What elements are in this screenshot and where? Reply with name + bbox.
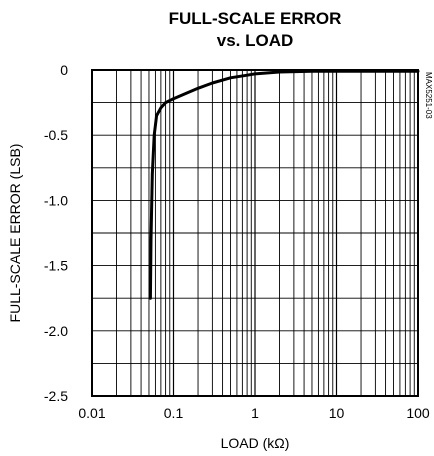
chart-title-line-1: FULL-SCALE ERROR [169,9,342,28]
plot-frame [91,69,419,397]
y-tick-label: 0 [60,62,68,78]
y-tick-label: -0.5 [44,127,68,143]
y-axis-label: FULL-SCALE ERROR (LSB) [7,144,23,323]
x-tick-label: 0.1 [164,405,184,421]
x-tick-label: 10 [329,405,345,421]
y-tick-label: -2.5 [44,388,68,404]
grid [92,70,418,396]
x-axis-label: LOAD (kΩ) [221,435,290,451]
x-tick-label: 1 [251,405,259,421]
tick-labels: 0.01 0.1 1 10 100 0 -0.5 -1.0 -1.5 -2.0 -2.5 [44,62,430,421]
y-tick-label: -1.5 [44,258,68,274]
x-tick-label: 0.01 [78,405,105,421]
y-tick-label: -2.0 [44,323,68,339]
chart-title-line-2: vs. LOAD [217,31,294,50]
part-code-label: MAX5251-03 [424,72,433,119]
series-line-0 [148,69,420,300]
x-tick-label: 100 [406,405,430,421]
series-group [148,69,420,300]
y-tick-label: -1.0 [44,192,68,208]
